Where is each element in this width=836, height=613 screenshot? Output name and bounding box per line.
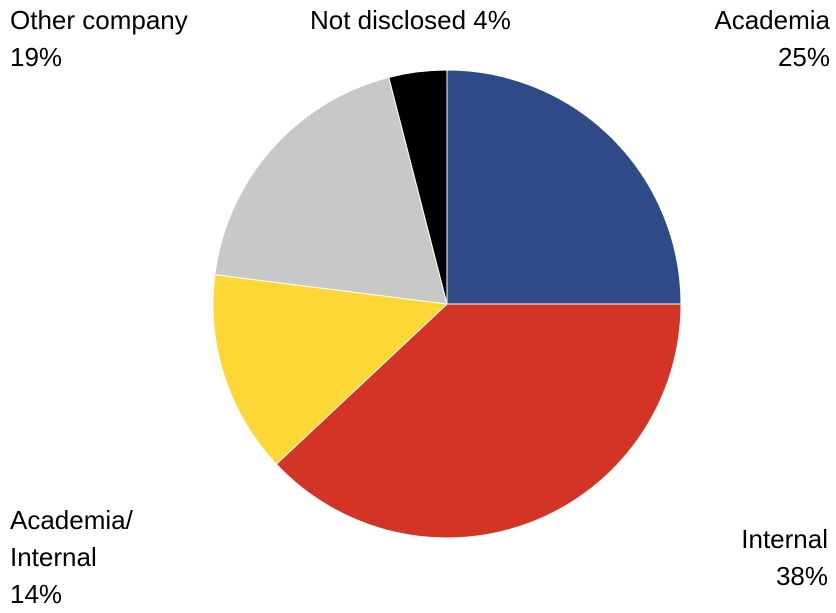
label-academia-internal-name-1: Academia/ (10, 505, 133, 535)
pie-slice-internal (275, 303, 682, 539)
pie-slice-not-disclosed (388, 69, 448, 305)
label-internal: Internal 38% (741, 521, 828, 595)
label-internal-value: 38% (775, 561, 828, 591)
label-not-disclosed-text: Not disclosed 4% (310, 5, 511, 35)
label-academia-internal: Academia/ Internal 14% (10, 502, 133, 613)
label-other-company-value: 19% (10, 42, 63, 72)
label-academia-value: 25% (777, 42, 830, 72)
label-not-disclosed: Not disclosed 4% (310, 2, 511, 39)
label-other-company-name: Other company (10, 5, 188, 35)
pie-slice-academia-internal (212, 274, 449, 465)
label-academia: Academia 25% (714, 2, 830, 76)
label-academia-name: Academia (714, 5, 830, 35)
label-academia-internal-name-2: Internal (10, 542, 97, 572)
pie-slice-academia (446, 69, 682, 305)
label-internal-name: Internal (741, 524, 828, 554)
label-academia-internal-value: 14% (10, 579, 63, 609)
pie-slice-other-company (214, 76, 448, 305)
label-other-company: Other company 19% (10, 2, 188, 76)
